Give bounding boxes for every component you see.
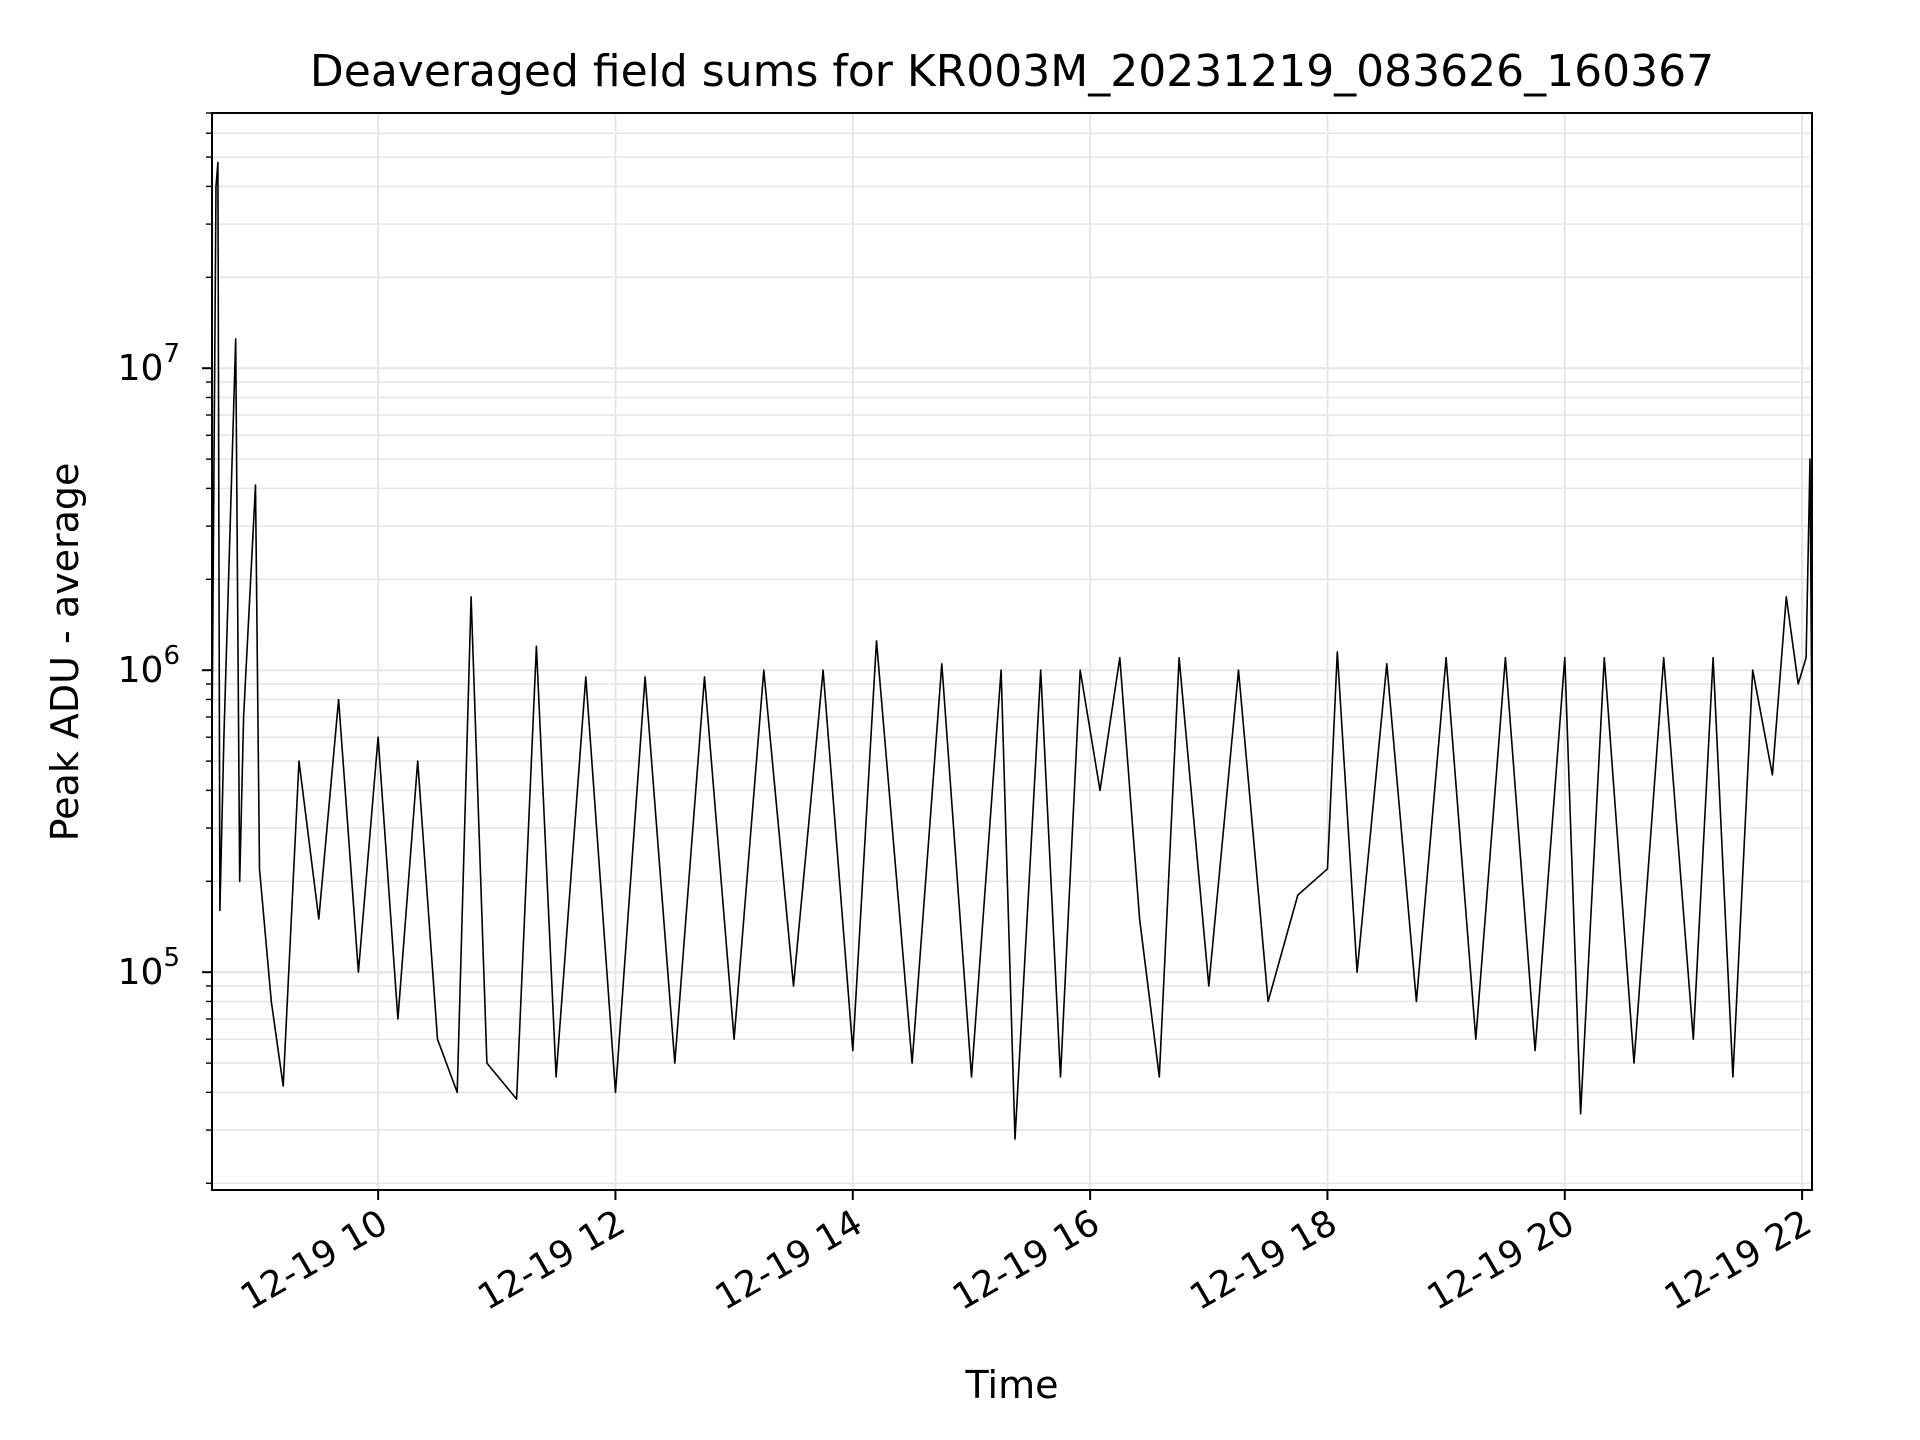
chart-title: Deaveraged field sums for KR003M_2023121…	[310, 46, 1714, 97]
y-tick-exponent: 5	[163, 943, 180, 973]
series-layer	[211, 161, 1813, 1140]
x-axis-label: Time	[965, 1363, 1059, 1407]
y-axis-label: Peak ADU - average	[43, 463, 87, 842]
grid	[212, 112, 1812, 1190]
series-line	[211, 161, 1813, 1140]
plot-frame	[211, 112, 1813, 1191]
y-tick-label: 107	[118, 339, 180, 389]
y-tick-exponent: 7	[163, 339, 180, 369]
y-tick-exponent: 6	[163, 641, 180, 671]
